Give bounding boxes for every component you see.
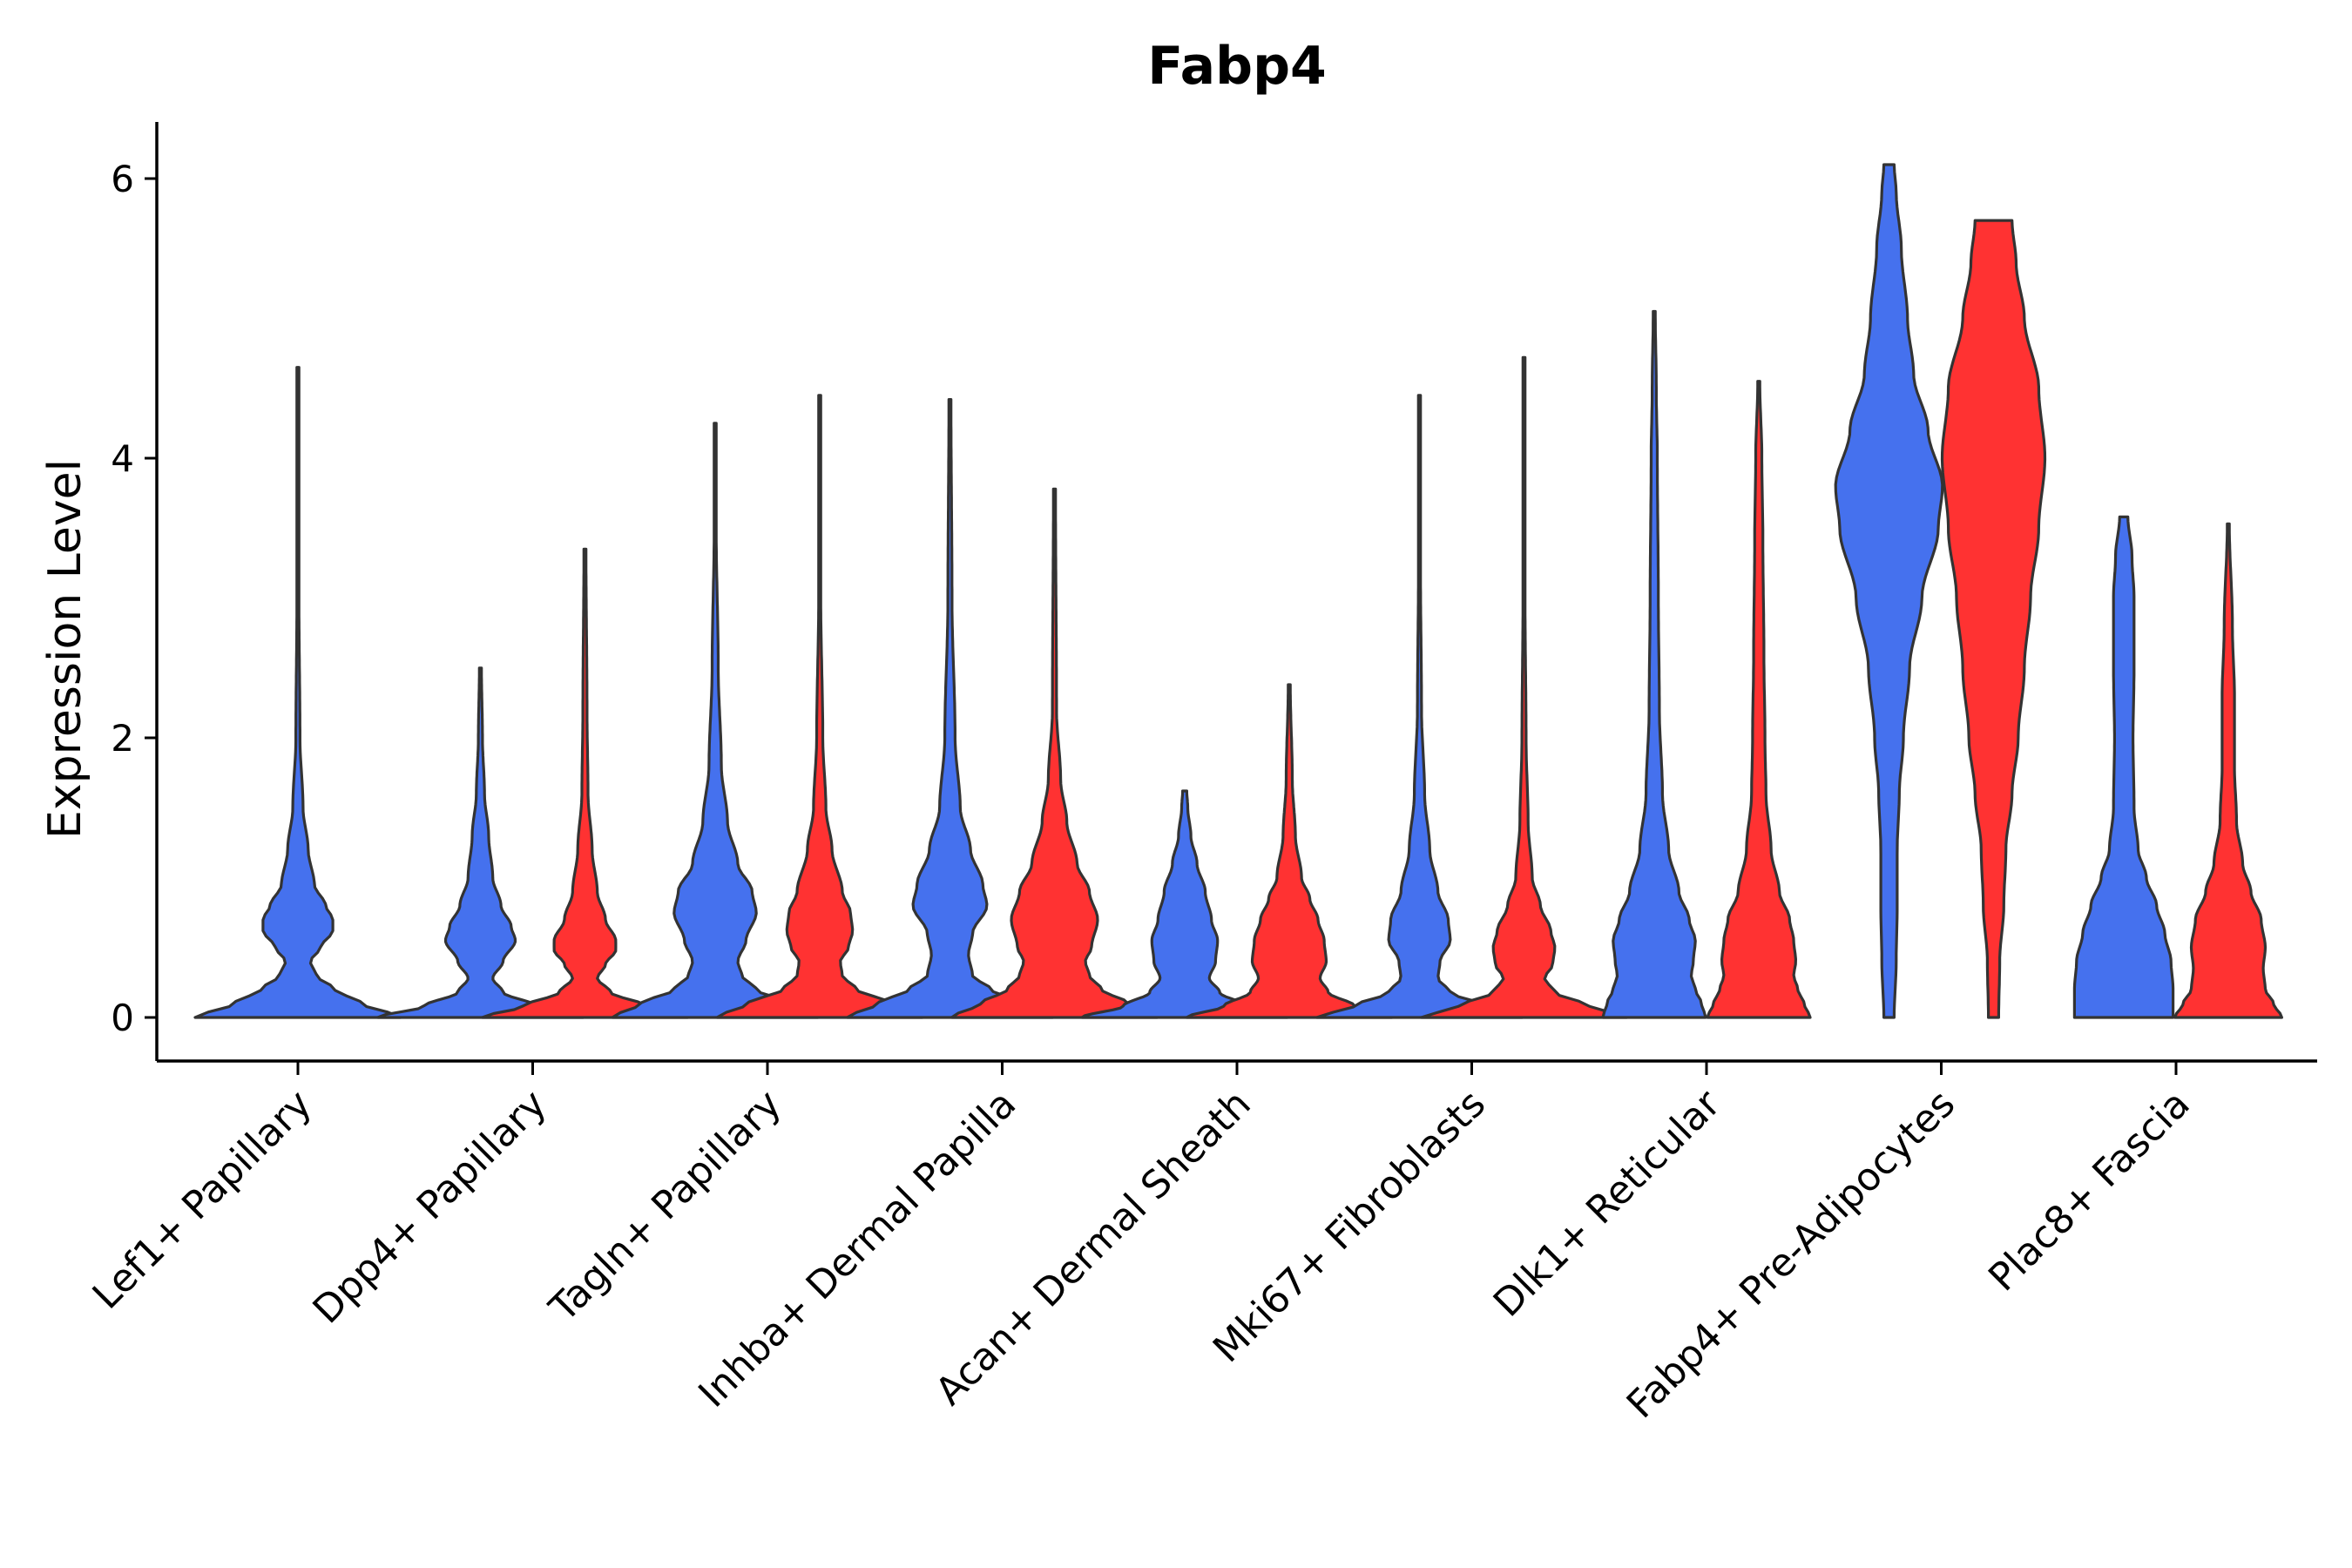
violin-5-series-2	[1185, 683, 1394, 1019]
x-tick-label: Lef1+ Papillary	[84, 1082, 321, 1318]
violin-3-series-1	[611, 422, 820, 1019]
violin-4-series-2	[950, 487, 1159, 1019]
violin-7-series-2	[1706, 380, 1812, 1019]
violin-8-series-1	[1834, 163, 1944, 1019]
y-tick-label: 0	[111, 997, 134, 1039]
violin-2-series-2	[480, 547, 690, 1019]
violin-group	[193, 163, 2283, 1019]
x-tick-label: Tagln+ Papillary	[541, 1082, 790, 1331]
violin-2-series-1	[375, 666, 585, 1019]
violin-4-series-1	[845, 398, 1055, 1019]
violin-6-series-1	[1315, 394, 1524, 1019]
x-tick-label: Mki67+ Fibroblasts	[1205, 1082, 1494, 1371]
violin-3-series-2	[715, 394, 924, 1019]
y-axis-label: Expression Level	[39, 459, 91, 839]
y-ticks: 0 2 4 6	[111, 158, 157, 1039]
violin-9-series-2	[2173, 522, 2283, 1019]
y-tick-label: 2	[111, 717, 134, 760]
chart-title: Fabp4	[1147, 36, 1327, 97]
y-tick-label: 4	[111, 437, 134, 480]
x-tick-label: Dpp4+ Papillary	[305, 1082, 556, 1333]
violin-5-series-1	[1080, 789, 1289, 1019]
violin-8-series-2	[1940, 219, 2047, 1019]
x-tick-label: Dlk1+ Reticular	[1485, 1081, 1730, 1326]
violin-9-series-1	[2072, 515, 2175, 1019]
violin-7-series-1	[1601, 309, 1707, 1019]
violin-1-series-1	[193, 366, 402, 1019]
y-tick-label: 6	[111, 158, 134, 200]
violin-6-series-2	[1419, 355, 1629, 1019]
x-tick-label: Plac8+ Fascia	[1980, 1082, 2199, 1301]
